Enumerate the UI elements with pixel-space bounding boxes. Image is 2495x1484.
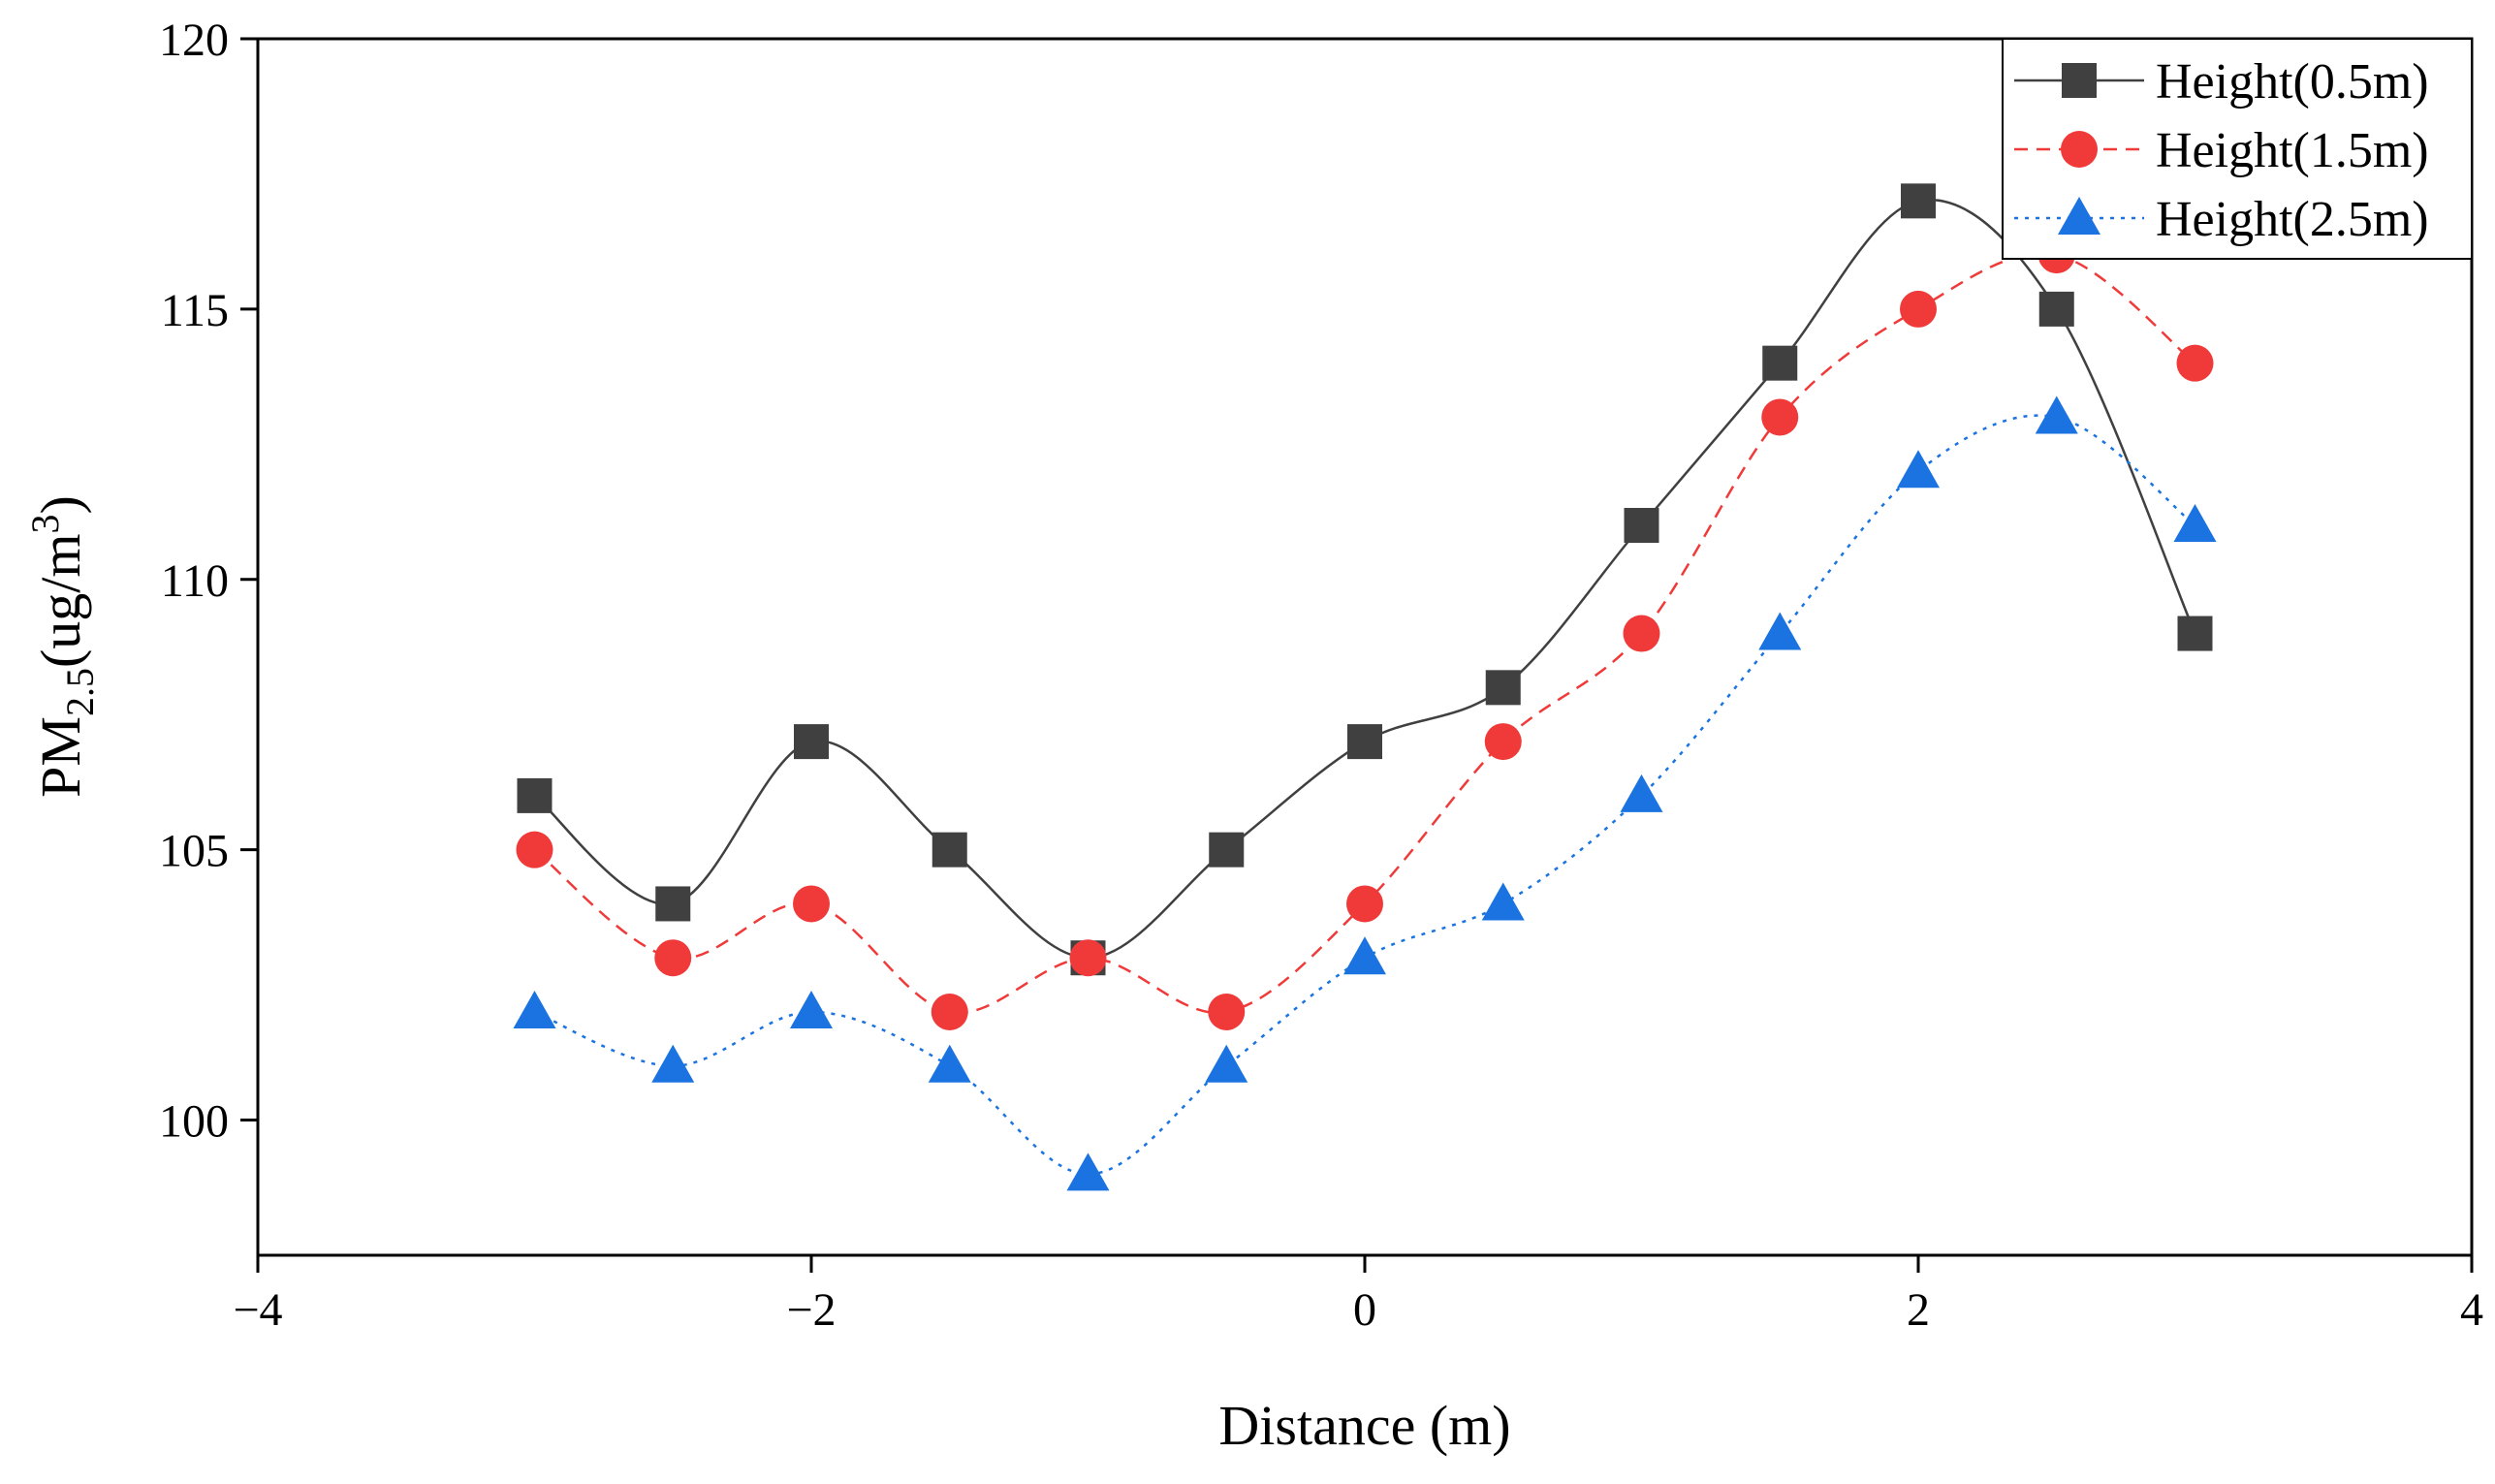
data-point [517,777,553,813]
y-tick-label: 120 [159,15,229,66]
legend: Height(0.5m) Height(1.5m) Height(2.5m) [2002,38,2473,260]
data-point [513,991,556,1028]
legend-marker [2061,131,2098,168]
data-point [928,1044,971,1083]
x-tick-label: 0 [1353,1284,1376,1336]
x-tick-label: 4 [2460,1284,2483,1336]
data-point [1343,936,1386,975]
data-point [1762,345,1798,381]
series-3 [513,395,2217,1191]
y-tick-label: 115 [161,285,229,336]
data-point [1484,723,1522,761]
data-point [1761,398,1799,436]
y-axis-title: PM2.5(ug/m3) [23,495,102,798]
series-layer [513,183,2217,1191]
legend-item: Height(1.5m) [2014,123,2429,178]
y-tick-label: 100 [159,1096,229,1148]
data-point [651,1044,695,1083]
y-tick-label: 110 [161,555,229,607]
y-axis-title-unit-open: (ug/m [29,533,92,668]
data-point [932,832,967,868]
data-point [1623,615,1660,652]
y-axis-ticks: 100 105 110 115 120 [159,15,258,1148]
data-point [1900,290,1937,328]
data-point [1069,939,1107,977]
data-point [1481,882,1525,921]
data-point [1209,832,1245,868]
data-point [790,991,833,1028]
data-point [1624,508,1659,543]
data-point [516,831,553,868]
data-point [1485,670,1521,706]
legend-label: Height(2.5m) [2156,192,2429,247]
series-line [534,414,2196,1176]
data-point [655,886,691,922]
data-point [2038,291,2074,327]
x-axis-ticks: −4 −2 0 2 4 [233,1255,2483,1336]
y-axis-title-prefix: PM [29,716,92,798]
data-point [2177,616,2213,651]
x-tick-label: 2 [1907,1284,1930,1336]
y-tick-label: 105 [159,826,229,877]
data-point [1758,612,1802,650]
y-axis-title-unit-close: ) [29,495,92,514]
data-point [1208,994,1246,1030]
data-point [1901,183,1936,219]
x-axis-title: Distance (m) [1218,1394,1510,1457]
legend-marker [2058,197,2100,235]
data-point [793,885,830,923]
data-point [2176,344,2214,382]
legend-label: Height(1.5m) [2156,123,2429,178]
series-2 [516,237,2214,1030]
y-axis-title-subscript: 2.5 [58,668,102,716]
x-tick-label: −4 [233,1284,282,1336]
legend-item: Height(0.5m) [2014,54,2429,110]
data-point [2173,504,2217,542]
legend-item: Height(2.5m) [2014,192,2429,247]
legend-marker [2062,63,2097,98]
y-axis-title-superscript: 3 [23,514,67,533]
data-point [1066,1152,1110,1191]
data-point [1347,724,1382,760]
data-point [2035,395,2078,434]
series-line [533,198,2196,960]
data-point [1620,774,1663,812]
data-point [654,939,692,977]
data-point [1897,450,1940,489]
x-tick-label: −2 [786,1284,836,1336]
data-point [1346,885,1383,923]
data-point [794,724,829,760]
data-point [1205,1044,1248,1083]
data-point [931,994,968,1030]
legend-label: Height(0.5m) [2156,54,2429,110]
series-1 [517,183,2213,976]
